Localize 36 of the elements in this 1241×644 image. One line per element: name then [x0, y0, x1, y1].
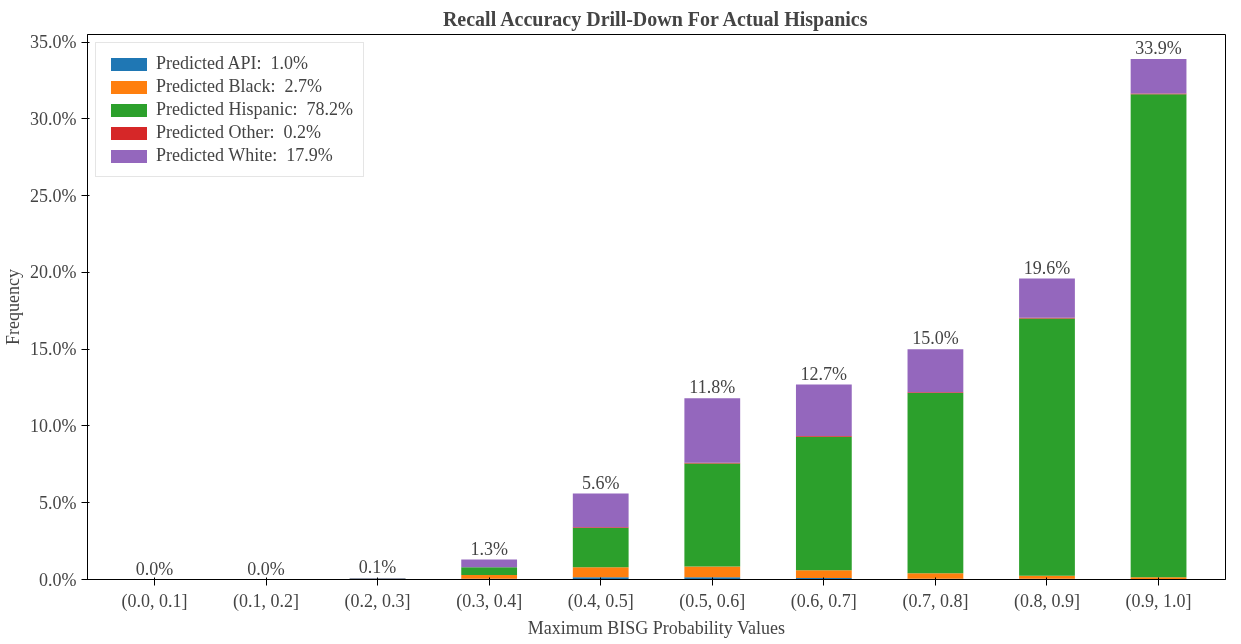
total-label: 0.0% — [135, 558, 174, 579]
y-tick-label: 0.0% — [39, 569, 77, 590]
total-label: 19.6% — [1023, 257, 1071, 278]
x-tick-label: (0.7, 0.8] — [902, 590, 969, 612]
total-label: 0.1% — [358, 556, 397, 577]
x-tick-label: (0.3, 0.4] — [456, 590, 523, 612]
x-tick-label: (0.9, 1.0] — [1125, 590, 1192, 612]
legend-label: Predicted Black: 2.7% — [156, 76, 322, 97]
x-axis-title: Maximum BISG Probability Values — [527, 617, 785, 638]
x-tick-label: (0.2, 0.3] — [344, 590, 411, 612]
total-label: 5.6% — [581, 472, 620, 493]
x-tick-label: (0.1, 0.2] — [233, 590, 300, 612]
x-tick-label: (0.6, 0.7] — [790, 590, 857, 612]
chart-title: Recall Accuracy Drill-Down For Actual Hispanics — [442, 7, 868, 31]
y-tick-label: 25.0% — [30, 185, 77, 206]
legend-label: Predicted White: 17.9% — [156, 145, 333, 166]
y-axis-title: Frequency — [3, 269, 24, 345]
x-tick-label: (0.4, 0.5] — [567, 590, 634, 612]
y-tick-label: 20.0% — [30, 262, 77, 283]
legend-label: Predicted API: 1.0% — [156, 53, 308, 74]
legend-label: Predicted Hispanic: 78.2% — [156, 99, 353, 120]
x-tick-label: (0.5, 0.6] — [679, 590, 746, 612]
total-label: 0.0% — [247, 558, 285, 579]
total-label: 12.7% — [800, 363, 848, 384]
y-tick-label: 30.0% — [30, 108, 77, 129]
total-label: 33.9% — [1135, 38, 1182, 59]
legend-label: Predicted Other: 0.2% — [156, 122, 321, 143]
total-label: 15.0% — [912, 328, 959, 349]
y-tick-label: 10.0% — [30, 415, 77, 436]
y-tick-label: 5.0% — [39, 492, 77, 513]
y-tick-label: 35.0% — [30, 32, 77, 53]
total-label: 1.3% — [470, 538, 508, 559]
y-tick-label: 15.0% — [30, 339, 77, 360]
x-tick-label: (0.0, 0.1] — [121, 590, 188, 612]
total-label: 11.8% — [689, 377, 736, 398]
x-tick-label: (0.8, 0.9] — [1014, 590, 1080, 612]
